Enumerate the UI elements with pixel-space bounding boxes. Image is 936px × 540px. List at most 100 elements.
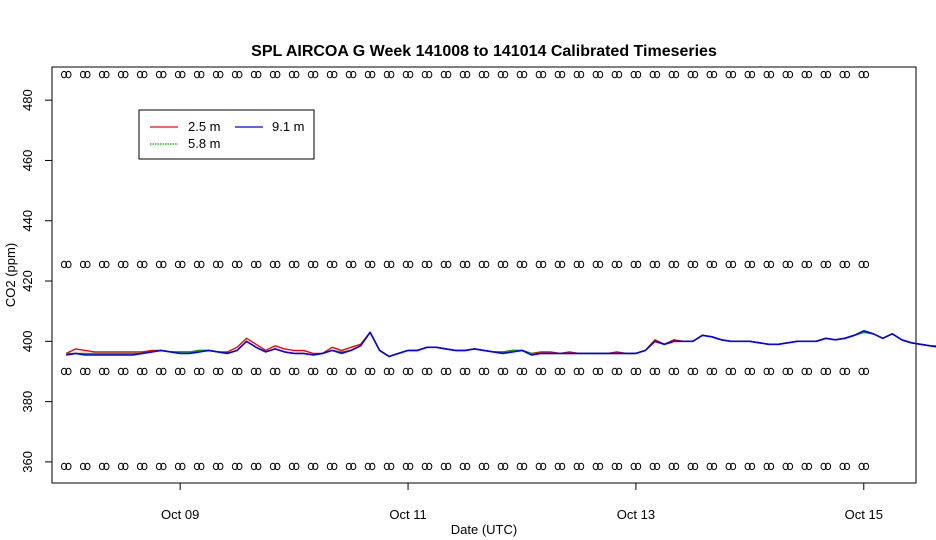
reference-marker — [364, 260, 371, 269]
reference-marker — [862, 367, 870, 376]
reference-marker — [858, 367, 865, 376]
reference-marker — [763, 462, 770, 471]
reference-marker — [231, 70, 239, 79]
reference-marker — [217, 70, 224, 79]
reference-marker — [540, 70, 547, 79]
reference-marker — [687, 462, 694, 471]
reference-marker — [426, 367, 433, 376]
reference-marker — [60, 70, 68, 79]
y-tick-label: 400 — [20, 330, 35, 352]
reference-marker — [592, 70, 599, 79]
reference-marker — [122, 70, 129, 79]
reference-marker — [307, 367, 314, 376]
reference-marker — [440, 260, 447, 269]
reference-marker — [578, 367, 585, 376]
reference-marker — [578, 70, 585, 79]
reference-marker — [540, 367, 547, 376]
y-tick-label: 440 — [20, 210, 35, 232]
reference-marker — [79, 462, 87, 471]
reference-marker — [687, 260, 694, 269]
reference-marker — [103, 367, 110, 376]
reference-marker — [326, 367, 333, 376]
reference-marker — [312, 367, 319, 376]
reference-marker — [597, 260, 604, 269]
reference-marker — [117, 367, 125, 376]
reference-marker — [706, 462, 713, 471]
reference-marker — [521, 260, 528, 269]
reference-marker — [554, 70, 561, 79]
reference-marker — [597, 70, 604, 79]
reference-marker — [236, 367, 243, 376]
reference-markers — [60, 70, 870, 471]
reference-marker — [141, 70, 148, 79]
reference-marker — [293, 367, 300, 376]
reference-marker — [805, 462, 813, 471]
reference-marker — [155, 367, 163, 376]
reference-marker — [217, 260, 224, 269]
reference-marker — [516, 260, 523, 269]
reference-marker — [483, 260, 490, 269]
reference-marker — [79, 260, 87, 269]
reference-marker — [843, 70, 851, 79]
reference-marker — [801, 462, 808, 471]
reference-marker — [79, 367, 87, 376]
reference-marker — [345, 462, 352, 471]
reference-marker — [763, 70, 770, 79]
reference-marker — [312, 462, 319, 471]
reference-marker — [345, 260, 352, 269]
reference-marker — [193, 260, 201, 269]
y-tick-label: 360 — [20, 451, 35, 473]
reference-marker — [250, 367, 258, 376]
reference-marker — [573, 260, 580, 269]
reference-marker — [843, 260, 851, 269]
reference-marker — [824, 367, 832, 376]
reference-marker — [193, 70, 201, 79]
reference-marker — [212, 260, 220, 269]
reference-marker — [578, 462, 585, 471]
reference-marker — [65, 70, 72, 79]
reference-marker — [839, 70, 846, 79]
reference-marker — [483, 367, 490, 376]
reference-marker — [668, 70, 675, 79]
reference-marker — [654, 70, 661, 79]
reference-marker — [691, 367, 699, 376]
reference-marker — [117, 462, 125, 471]
reference-marker — [706, 260, 713, 269]
reference-marker — [649, 260, 656, 269]
reference-marker — [421, 367, 428, 376]
reference-marker — [369, 367, 376, 376]
legend-label-2-5m: 2.5 m — [188, 119, 221, 134]
reference-marker — [668, 367, 675, 376]
reference-marker — [635, 367, 642, 376]
reference-marker — [407, 70, 414, 79]
reference-marker — [710, 260, 718, 269]
reference-marker — [331, 260, 338, 269]
y-tick-label: 460 — [20, 150, 35, 172]
reference-marker — [502, 260, 509, 269]
reference-marker — [255, 260, 262, 269]
reference-marker — [744, 70, 751, 79]
reference-marker — [84, 367, 91, 376]
reference-marker — [383, 367, 390, 376]
reference-marker — [710, 462, 718, 471]
reference-marker — [763, 367, 770, 376]
reference-marker — [160, 367, 167, 376]
reference-marker — [174, 367, 182, 376]
reference-marker — [269, 260, 277, 269]
series-lines — [65, 329, 936, 358]
reference-marker — [65, 367, 72, 376]
reference-marker — [464, 70, 471, 79]
reference-marker — [117, 260, 125, 269]
reference-marker — [174, 462, 182, 471]
reference-marker — [744, 367, 751, 376]
reference-marker — [402, 367, 409, 376]
reference-marker — [535, 462, 542, 471]
reference-marker — [212, 462, 220, 471]
reference-marker — [250, 462, 258, 471]
reference-marker — [554, 260, 561, 269]
reference-marker — [611, 367, 618, 376]
reference-marker — [611, 260, 618, 269]
reference-marker — [459, 462, 466, 471]
reference-marker — [521, 70, 528, 79]
reference-marker — [345, 70, 352, 79]
